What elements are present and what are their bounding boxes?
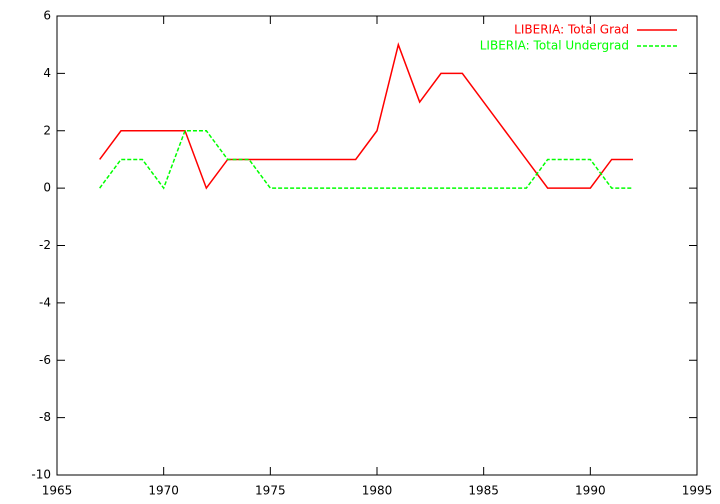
y-tick-label: -6 [39,353,51,367]
x-tick-label: 1985 [468,484,499,498]
y-tick-label: 0 [43,181,51,195]
plot-frame [56,15,698,476]
x-tick-label: 1970 [148,484,179,498]
series-line [99,42,633,190]
legend-label: LIBERIA: Total Grad [514,23,629,37]
y-tick-label: -8 [39,410,51,424]
x-tick-label: 1990 [575,484,606,498]
x-tick-label: 1965 [42,484,73,498]
y-tick-label: -2 [39,238,51,252]
series-line [99,130,633,190]
y-tick-label: -4 [39,295,51,309]
legend-label: LIBERIA: Total Undergrad [480,39,629,53]
y-tick-label: 2 [43,123,51,137]
x-tick-label: 1975 [255,484,286,498]
y-tick-label: -10 [31,468,51,482]
x-tick-label: 1995 [682,484,713,498]
x-tick-label: 1980 [362,484,393,498]
y-tick-label: 6 [43,9,51,23]
y-tick-label: 4 [43,66,51,80]
